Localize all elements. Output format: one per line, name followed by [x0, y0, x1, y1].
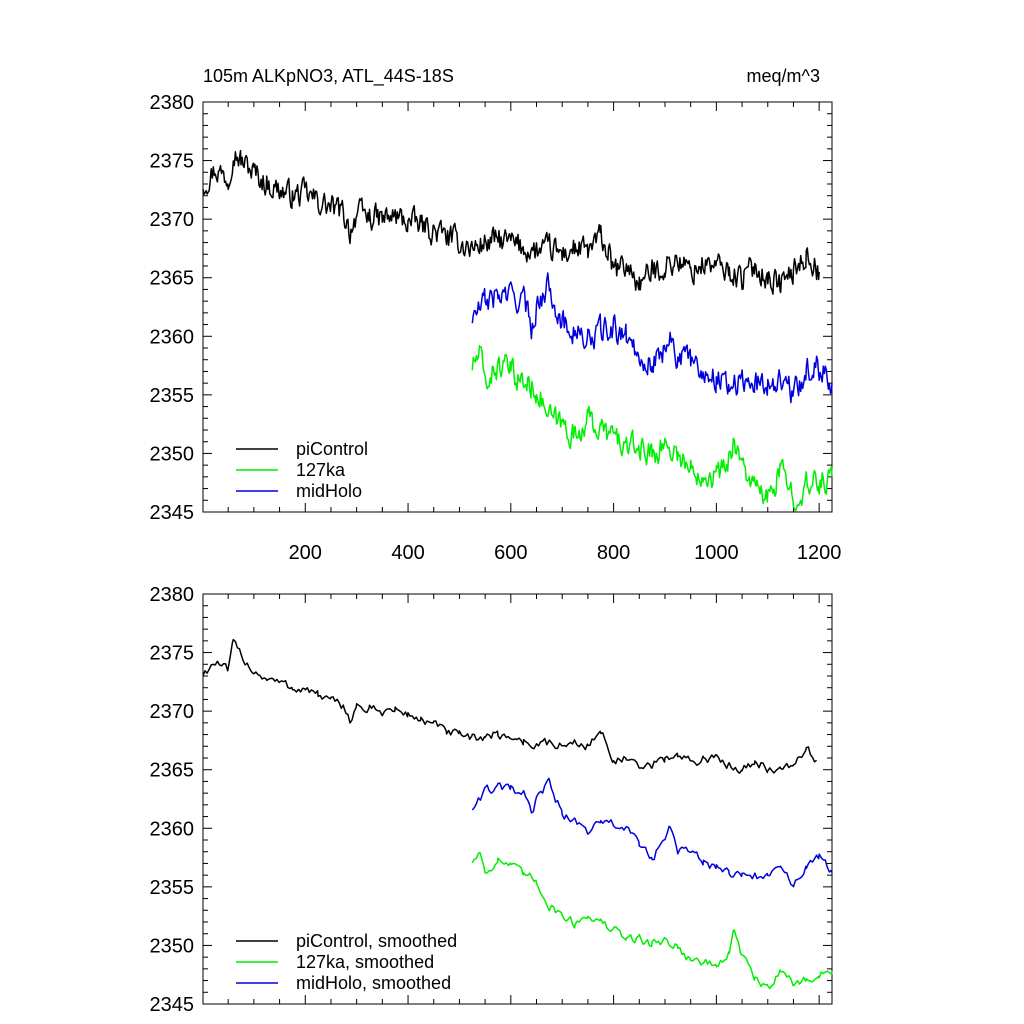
legend-entry: midHolo: [296, 481, 362, 501]
figure-title: 105m ALKpNO3, ATL_44S-18S: [203, 66, 454, 87]
series-line-picontrol: [202, 149, 820, 295]
x-tick-label: 1200: [797, 542, 842, 564]
units-label: meq/m^3: [747, 66, 820, 86]
x-tick-label: 600: [494, 542, 527, 564]
series-line-127ka: [471, 851, 833, 990]
x-tick-label: 800: [597, 542, 630, 564]
legend-entry: piControl: [296, 439, 368, 459]
y-tick-label: 2375: [150, 643, 195, 665]
y-tick-label: 2380: [150, 584, 195, 606]
series-line-picontrol: [202, 638, 818, 774]
y-tick-label: 2360: [150, 326, 195, 348]
y-tick-label: 2350: [150, 443, 195, 465]
y-tick-label: 2370: [150, 209, 195, 231]
series-line-midholo: [471, 272, 833, 404]
y-tick-label: 2350: [150, 935, 195, 957]
y-tick-label: 2345: [150, 994, 195, 1016]
panel-raw: 2345 2350 2355 2360 2365 2370 2375 2380 200 400 60…: [150, 92, 842, 564]
y-tick-label: 2365: [150, 760, 195, 782]
y-tick-label: 2355: [150, 385, 195, 407]
x-tick-label: 200: [289, 542, 322, 564]
x-tick-label: 1000: [694, 542, 739, 564]
y-tick-label: 2355: [150, 877, 195, 899]
series-line-127ka: [471, 345, 833, 512]
y-tick-label: 2370: [150, 701, 195, 723]
plot-frame: [202, 101, 833, 513]
y-tick-label: 2375: [150, 151, 195, 173]
legend-entry: 127ka: [296, 460, 346, 480]
y-tick-label: 2365: [150, 268, 195, 290]
legend-entry: piControl, smoothed: [296, 931, 457, 951]
y-tick-label: 2345: [150, 502, 195, 524]
legend-entry: midHolo, smoothed: [296, 973, 451, 993]
legend-entry: 127ka, smoothed: [296, 952, 434, 972]
y-tick-label: 2380: [150, 92, 195, 114]
plot-frame: [202, 593, 833, 1005]
y-tick-label: 2360: [150, 818, 195, 840]
panel-smoothed: 2345 2350 2355 2360 2365 2370 2375 2380 piContro…: [150, 584, 833, 1016]
series-line-midholo: [471, 777, 833, 888]
x-tick-label: 400: [391, 542, 424, 564]
